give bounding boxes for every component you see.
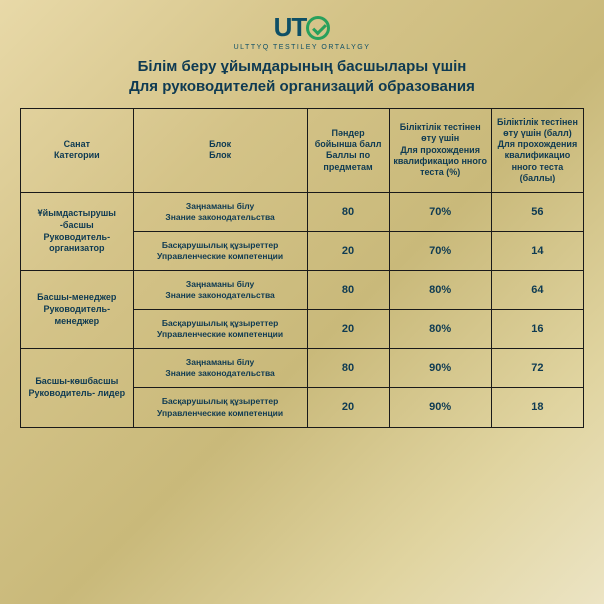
- block-ru: Управленческие компетенции: [138, 329, 303, 340]
- percent-cell: 80%: [389, 271, 491, 310]
- percent-cell: 80%: [389, 310, 491, 349]
- category-ru: Руководитель- менеджер: [24, 304, 130, 327]
- title-ru: Для руководителей организаций образовани…: [20, 77, 584, 97]
- col-block: Блок Блок: [133, 108, 307, 193]
- col-category: Санат Категории: [21, 108, 134, 193]
- score-cell: 80: [307, 271, 389, 310]
- block-cell: Заңнаманы білуЗнание законодательства: [133, 193, 307, 232]
- category-kk: Басшы-менеджер: [24, 292, 130, 304]
- block-ru: Знание законодательства: [138, 212, 303, 223]
- logo-subtitle: ULTTYQ TESTILEY ORTALYGY: [20, 44, 584, 51]
- block-cell: Басқарушылық құзыреттерУправленческие ко…: [133, 232, 307, 271]
- checkmark-icon: [306, 16, 330, 40]
- block-kk: Заңнаманы білу: [138, 357, 303, 368]
- table-body: Ұйымдастырушы -басшыРуководитель- органи…: [21, 193, 584, 428]
- page-title: Білім беру ұйымдарының басшылары үшін Дл…: [20, 57, 584, 98]
- percent-cell: 70%: [389, 193, 491, 232]
- block-ru: Знание законодательства: [138, 368, 303, 379]
- points-cell: 64: [491, 271, 583, 310]
- category-ru: Руководитель- лидер: [24, 388, 130, 400]
- score-cell: 80: [307, 193, 389, 232]
- category-cell: Ұйымдастырушы -басшыРуководитель- органи…: [21, 193, 134, 271]
- points-cell: 56: [491, 193, 583, 232]
- block-cell: Заңнаманы білуЗнание законодательства: [133, 349, 307, 388]
- category-ru: Руководитель- организатор: [24, 232, 130, 255]
- category-cell: Басшы-көшбасшыРуководитель- лидер: [21, 349, 134, 427]
- col-points: Біліктілік тестінен өту үшін (балл) Для …: [491, 108, 583, 193]
- logo-text: UT: [274, 12, 307, 43]
- table-header-row: Санат Категории Блок Блок Пәндер бойынша…: [21, 108, 584, 193]
- score-cell: 20: [307, 310, 389, 349]
- logo: UT: [274, 12, 331, 43]
- col-score: Пәндер бойынша балл Баллы по предметам: [307, 108, 389, 193]
- points-cell: 16: [491, 310, 583, 349]
- table-row: Басшы-көшбасшыРуководитель- лидерЗаңнама…: [21, 349, 584, 388]
- category-cell: Басшы-менеджерРуководитель- менеджер: [21, 271, 134, 349]
- block-kk: Заңнаманы білу: [138, 201, 303, 212]
- block-kk: Басқарушылық құзыреттер: [138, 396, 303, 407]
- points-cell: 18: [491, 388, 583, 427]
- table-row: Басшы-менеджерРуководитель- менеджерЗаңн…: [21, 271, 584, 310]
- block-cell: Басқарушылық құзыреттерУправленческие ко…: [133, 388, 307, 427]
- title-kk: Білім беру ұйымдарының басшылары үшін: [20, 57, 584, 77]
- percent-cell: 90%: [389, 349, 491, 388]
- score-cell: 20: [307, 232, 389, 271]
- table-row: Ұйымдастырушы -басшыРуководитель- органи…: [21, 193, 584, 232]
- percent-cell: 70%: [389, 232, 491, 271]
- points-cell: 72: [491, 349, 583, 388]
- block-ru: Управленческие компетенции: [138, 251, 303, 262]
- category-kk: Ұйымдастырушы -басшы: [24, 208, 130, 231]
- category-kk: Басшы-көшбасшы: [24, 376, 130, 388]
- block-kk: Басқарушылық құзыреттер: [138, 240, 303, 251]
- qualification-table: Санат Категории Блок Блок Пәндер бойынша…: [20, 108, 584, 428]
- block-cell: Басқарушылық құзыреттерУправленческие ко…: [133, 310, 307, 349]
- score-cell: 20: [307, 388, 389, 427]
- page: UT ULTTYQ TESTILEY ORTALYGY Білім беру ұ…: [0, 0, 604, 444]
- points-cell: 14: [491, 232, 583, 271]
- block-ru: Управленческие компетенции: [138, 408, 303, 419]
- block-kk: Заңнаманы білу: [138, 279, 303, 290]
- col-percent: Біліктілік тестінен өту үшін Для прохожд…: [389, 108, 491, 193]
- block-ru: Знание законодательства: [138, 290, 303, 301]
- score-cell: 80: [307, 349, 389, 388]
- block-cell: Заңнаманы білуЗнание законодательства: [133, 271, 307, 310]
- percent-cell: 90%: [389, 388, 491, 427]
- block-kk: Басқарушылық құзыреттер: [138, 318, 303, 329]
- logo-block: UT ULTTYQ TESTILEY ORTALYGY: [20, 12, 584, 51]
